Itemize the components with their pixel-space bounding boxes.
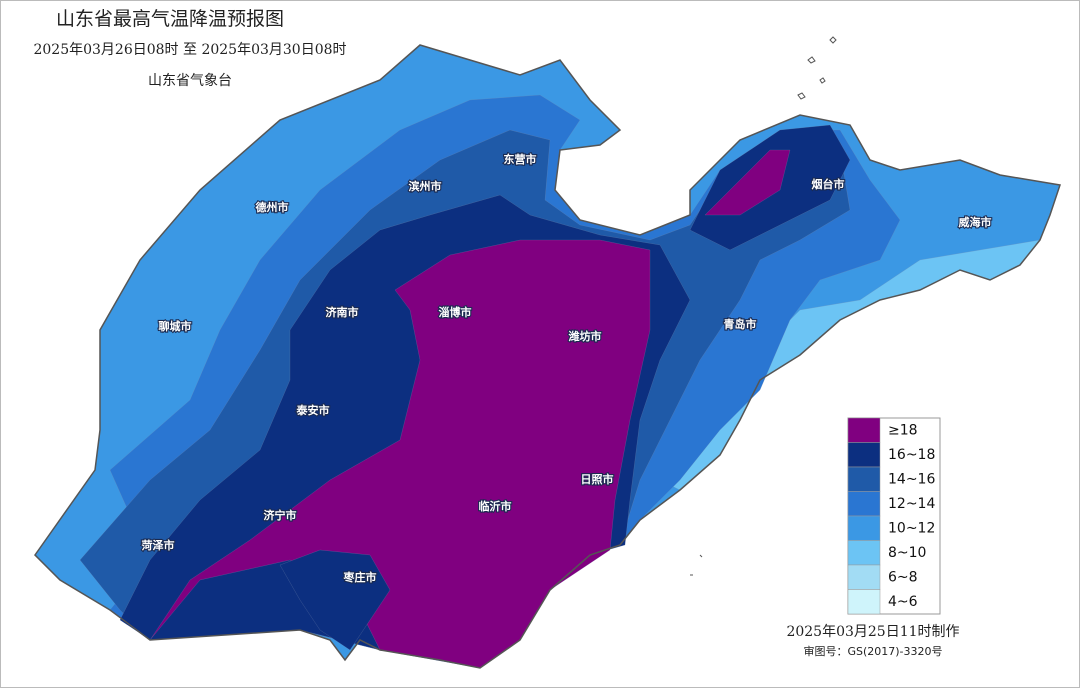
legend: ≥18 16~18 14~16 12~14 10~12 8~10 6~8 4~6 <box>847 417 941 615</box>
legend-label: 6~8 <box>888 569 918 585</box>
city-label: 滨州市 <box>409 179 442 193</box>
period: 2025年03月26日08时 至 2025年03月30日08时 <box>33 42 346 58</box>
legend-swatch <box>847 491 881 517</box>
city-label: 潍坊市 <box>569 329 602 343</box>
temperature-zone <box>704 149 791 216</box>
city-label: 威海市 <box>959 215 992 229</box>
province-outline <box>34 44 1061 669</box>
temperature-zone <box>279 549 391 651</box>
city-label: 青岛市 <box>724 317 757 331</box>
legend-swatch <box>847 589 881 615</box>
legend-label: 14~16 <box>888 471 935 487</box>
city-label: 枣庄市 <box>343 570 377 584</box>
legend-swatch <box>847 515 881 541</box>
legend-label: 12~14 <box>888 496 935 512</box>
approval-number: 审图号：GS(2017)-3320号 <box>803 644 942 658</box>
city-label: 德州市 <box>255 200 289 214</box>
legend-swatch <box>847 540 881 566</box>
legend-swatch <box>847 417 881 443</box>
city-label: 临沂市 <box>479 499 512 513</box>
issuer: 山东省气象台 <box>148 73 232 89</box>
legend-label: 4~6 <box>888 594 918 610</box>
city-label: 聊城市 <box>159 319 192 333</box>
legend-label: 10~12 <box>888 520 935 536</box>
city-label: 东营市 <box>504 152 537 166</box>
legend-swatch <box>847 564 881 590</box>
city-label: 菏泽市 <box>142 538 175 552</box>
city-label: 烟台市 <box>812 177 845 191</box>
legend-swatch <box>847 442 881 468</box>
city-label: 济南市 <box>326 305 359 319</box>
legend-swatch <box>847 466 881 492</box>
legend-label: 16~18 <box>888 447 935 463</box>
legend-label: 8~10 <box>888 545 926 561</box>
islands <box>690 36 837 576</box>
made-time: 2025年03月25日11时制作 <box>786 624 959 640</box>
city-label: 淄博市 <box>439 305 472 319</box>
temperature-zones <box>34 44 1061 669</box>
legend-label: ≥18 <box>888 422 918 438</box>
city-label: 泰安市 <box>296 403 330 417</box>
map-title: 山东省最高气温降温预报图 <box>56 8 284 30</box>
city-label: 日照市 <box>581 472 614 486</box>
city-label: 济宁市 <box>264 508 297 522</box>
